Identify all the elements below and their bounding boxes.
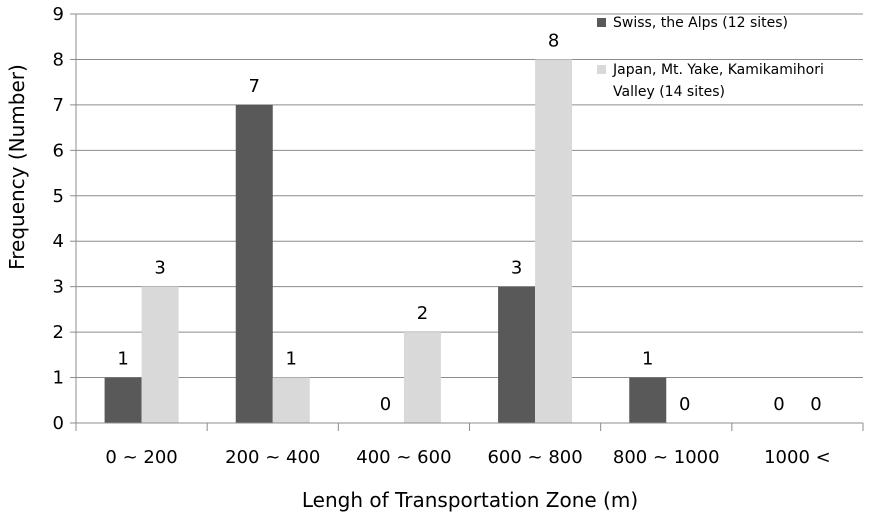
axes (70, 13, 864, 431)
data-label: 1 (642, 349, 653, 370)
bars (104, 59, 667, 423)
bar (104, 377, 142, 423)
legend-label: Japan, Mt. Yake, Kamikamihori (612, 62, 824, 78)
data-label: 0 (810, 394, 821, 415)
legend-label: Swiss, the Alps (12 sites) (613, 15, 788, 31)
data-label: 0 (679, 394, 690, 415)
data-label: 2 (417, 303, 428, 324)
bar (629, 377, 667, 423)
bar (535, 59, 573, 423)
data-label: 1 (286, 349, 297, 370)
tick-labels: 0 1 2 3 4 5 6 7 8 9 0 ~ 200 200 ~ 400 400 ~ 600 600 ~… (53, 4, 831, 468)
bar (141, 286, 179, 423)
data-label: 0 (380, 394, 391, 415)
x-axis-title: Lengh of Transportation Zone (m) (302, 488, 638, 512)
y-tick-label: 3 (53, 277, 64, 298)
y-tick-label: 7 (53, 95, 64, 116)
data-label: 0 (773, 394, 784, 415)
y-tick-label: 6 (53, 140, 64, 161)
data-label: 7 (249, 76, 260, 97)
y-tick-label: 2 (53, 322, 64, 343)
x-tick-label: 200 ~ 400 (225, 447, 320, 468)
x-tick-label: 1000 < (764, 447, 831, 468)
y-tick-label: 5 (53, 186, 64, 207)
data-label: 1 (117, 349, 128, 370)
x-tick-label: 600 ~ 800 (487, 447, 582, 468)
legend-swatch (597, 65, 606, 74)
bar (272, 377, 310, 423)
bar (498, 286, 536, 423)
legend-swatch (597, 18, 606, 27)
y-tick-label: 9 (53, 4, 64, 25)
legend-label: Valley (14 sites) (613, 84, 725, 100)
data-label: 3 (154, 258, 165, 279)
bar (403, 332, 441, 423)
bar (235, 104, 273, 423)
y-tick-label: 8 (53, 49, 64, 70)
gridlines (76, 13, 863, 379)
data-label: 8 (548, 30, 559, 51)
y-tick-label: 0 (53, 413, 64, 434)
legend: Swiss, the Alps (12 sites) Japan, Mt. Yak… (597, 15, 824, 100)
x-tick-label: 400 ~ 600 (356, 447, 451, 468)
data-label: 3 (511, 258, 522, 279)
x-tick-label: 0 ~ 200 (105, 447, 177, 468)
y-axis-title: Frequency (Number) (5, 64, 29, 270)
y-tick-label: 4 (53, 231, 64, 252)
x-tick-label: 800 ~ 1000 (613, 447, 720, 468)
y-tick-label: 1 (53, 368, 64, 389)
